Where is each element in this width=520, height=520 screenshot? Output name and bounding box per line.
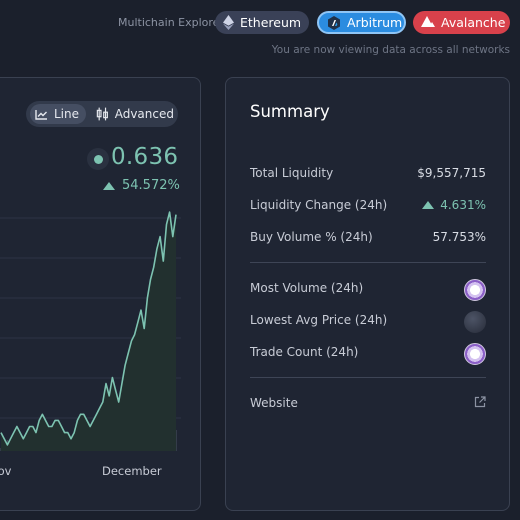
network-avalanche-label: Avalanche: [441, 15, 506, 30]
explorer-label: Multichain Explorer: [118, 16, 224, 29]
price-area-fill: [1, 212, 176, 451]
price-change: 54.572%: [103, 178, 180, 193]
network-scope-notice: You are now viewing data across all netw…: [271, 44, 510, 56]
trade-count-label: Trade Count (24h): [250, 345, 359, 359]
live-indicator-icon: [87, 148, 109, 170]
buy-volume-row: Buy Volume % (24h) 57.753%: [250, 230, 486, 250]
network-ethereum-button[interactable]: Ethereum: [215, 11, 309, 34]
x-axis-label-december: December: [102, 464, 162, 478]
arbitrum-icon: [327, 15, 341, 30]
price-line: [0, 211, 177, 446]
token-placeholder-icon[interactable]: [464, 311, 486, 333]
divider: [250, 377, 486, 378]
network-ethereum-label: Ethereum: [240, 15, 302, 30]
line-mode-label: Line: [54, 107, 80, 121]
current-price: 0.636: [111, 144, 179, 170]
external-link-icon[interactable]: [474, 396, 486, 408]
lowest-avg-price-token-wrap: [464, 311, 486, 333]
total-liquidity-label: Total Liquidity: [250, 166, 334, 180]
network-arbitrum-button[interactable]: Arbitrum: [317, 11, 406, 34]
top-bar: Multichain Explorer Ethereum Arbitrum Av…: [0, 0, 520, 64]
network-arbitrum-label: Arbitrum: [347, 15, 403, 30]
token-avatar-icon[interactable]: [464, 279, 486, 301]
advanced-mode-label: Advanced: [114, 107, 174, 121]
up-arrow-icon: [103, 181, 115, 190]
most-volume-row: Most Volume (24h): [250, 279, 486, 301]
up-arrow-icon: [422, 201, 435, 209]
website-row[interactable]: Website: [250, 396, 486, 416]
advanced-mode-button[interactable]: Advanced: [94, 104, 174, 124]
chart-mode-toggle: Line Advanced: [26, 101, 178, 127]
avalanche-icon: [421, 16, 435, 30]
price-chart-panel: Line Advanced 0.636 54.572% Nov December: [0, 77, 201, 511]
total-liquidity-row: Total Liquidity $9,557,715: [250, 166, 486, 186]
total-liquidity-value: $9,557,715: [417, 166, 486, 180]
network-avalanche-button[interactable]: Avalanche: [413, 11, 510, 34]
lowest-avg-price-label: Lowest Avg Price (24h): [250, 313, 388, 327]
summary-title: Summary: [250, 102, 330, 121]
line-mode-button[interactable]: Line: [30, 104, 86, 124]
lowest-avg-price-row: Lowest Avg Price (24h): [250, 311, 486, 333]
website-label[interactable]: Website: [250, 396, 298, 410]
trade-count-token-wrap: [464, 343, 486, 365]
most-volume-label: Most Volume (24h): [250, 281, 364, 295]
most-volume-token-wrap: [464, 279, 486, 301]
summary-panel: Summary Total Liquidity $9,557,715 Liqui…: [225, 77, 510, 511]
price-change-value: 54.572%: [122, 178, 180, 193]
buy-volume-label: Buy Volume % (24h): [250, 230, 373, 244]
candlestick-icon: [96, 107, 108, 121]
line-chart-icon: [35, 109, 47, 120]
trade-count-row: Trade Count (24h): [250, 343, 486, 365]
buy-volume-value: 57.753%: [432, 230, 486, 244]
liquidity-change-value-wrap: 4.631%: [422, 198, 486, 212]
ethereum-icon: [223, 15, 234, 30]
price-line-chart[interactable]: [0, 196, 181, 458]
liquidity-change-row: Liquidity Change (24h) 4.631%: [250, 198, 486, 218]
liquidity-change-label: Liquidity Change (24h): [250, 198, 388, 212]
token-avatar-icon[interactable]: [464, 343, 486, 365]
x-axis-label-nov: Nov: [0, 464, 12, 478]
liquidity-change-value: 4.631%: [440, 198, 486, 212]
divider: [250, 262, 486, 263]
